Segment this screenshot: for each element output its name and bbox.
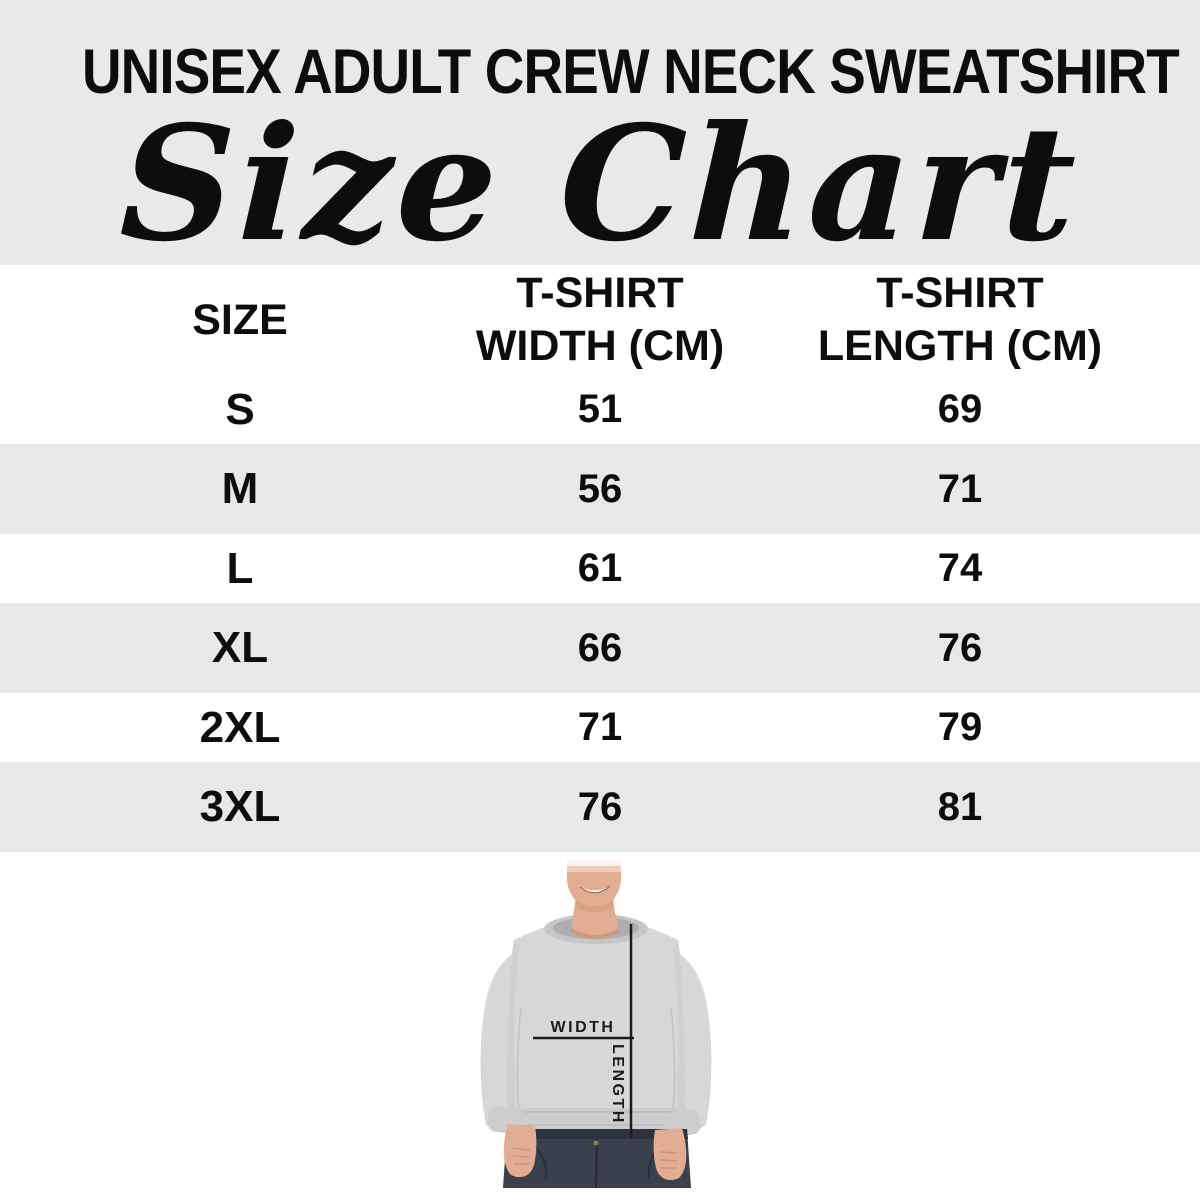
cell-length: 81 xyxy=(937,784,983,829)
width-label: WIDTH xyxy=(551,1019,616,1036)
column-header-length-line1: T-SHIRT xyxy=(876,269,1044,317)
torso xyxy=(506,919,687,1129)
script-title: Size Chart xyxy=(117,92,1083,265)
column-header-width-line2: WIDTH (CM) xyxy=(475,322,725,370)
cell-width: 61 xyxy=(577,546,623,590)
jeans xyxy=(503,1129,691,1189)
column-header-width-line1: T-SHIRT xyxy=(516,269,684,317)
cell-size: L xyxy=(226,543,254,593)
cell-width: 66 xyxy=(577,625,623,670)
cell-length: 74 xyxy=(937,546,983,590)
sweatshirt xyxy=(480,914,712,1138)
cell-length: 79 xyxy=(937,705,983,749)
table-row-3xl: 3XL 76 81 xyxy=(0,762,1200,852)
cell-width: 56 xyxy=(577,466,623,511)
table-row-xl: XL 66 76 xyxy=(0,603,1200,693)
table-row-2xl: 2XL 71 79 xyxy=(0,693,1200,762)
table-row-m: M 56 71 xyxy=(0,444,1200,534)
sweatshirt-model-illustration: WIDTH LENGTH xyxy=(480,858,712,1189)
hand-right xyxy=(653,1128,687,1181)
size-table-header: SIZE T-SHIRT WIDTH (CM) T-SHIRT LENGTH (… xyxy=(0,265,1200,375)
cell-length: 71 xyxy=(937,466,983,511)
cell-length: 76 xyxy=(937,625,983,670)
table-row-l: L 61 74 xyxy=(0,534,1200,603)
header-banner: UNISEX ADULT CREW NECK SWEATSHIRT Size C… xyxy=(0,0,1200,265)
size-table-body: S 51 69 M 56 71 L 61 74 XL 66 76 2XL 71 … xyxy=(0,375,1200,852)
cell-size: M xyxy=(221,464,259,513)
column-header-size: SIZE xyxy=(192,295,288,344)
page-title: UNISEX ADULT CREW NECK SWEATSHIRT xyxy=(81,37,1180,107)
hand-left xyxy=(503,1124,537,1178)
measurement-photo-section: WIDTH LENGTH xyxy=(0,852,1200,1200)
cell-size: XL xyxy=(211,623,269,672)
cell-width: 71 xyxy=(577,705,623,749)
measurement-overlay: WIDTH LENGTH xyxy=(533,924,634,1138)
cell-width: 76 xyxy=(577,784,623,829)
cell-size: 2XL xyxy=(199,702,281,752)
table-row-s: S 51 69 xyxy=(0,375,1200,444)
cell-size: 3XL xyxy=(199,782,281,831)
cell-length: 69 xyxy=(937,387,983,431)
column-header-length-line2: LENGTH (CM) xyxy=(817,322,1103,370)
column-header-length: T-SHIRT LENGTH (CM) xyxy=(818,267,1102,373)
cell-size: S xyxy=(225,384,255,434)
column-header-width: T-SHIRT WIDTH (CM) xyxy=(476,267,724,373)
cell-width: 51 xyxy=(577,387,623,431)
length-label: LENGTH xyxy=(609,1044,626,1125)
